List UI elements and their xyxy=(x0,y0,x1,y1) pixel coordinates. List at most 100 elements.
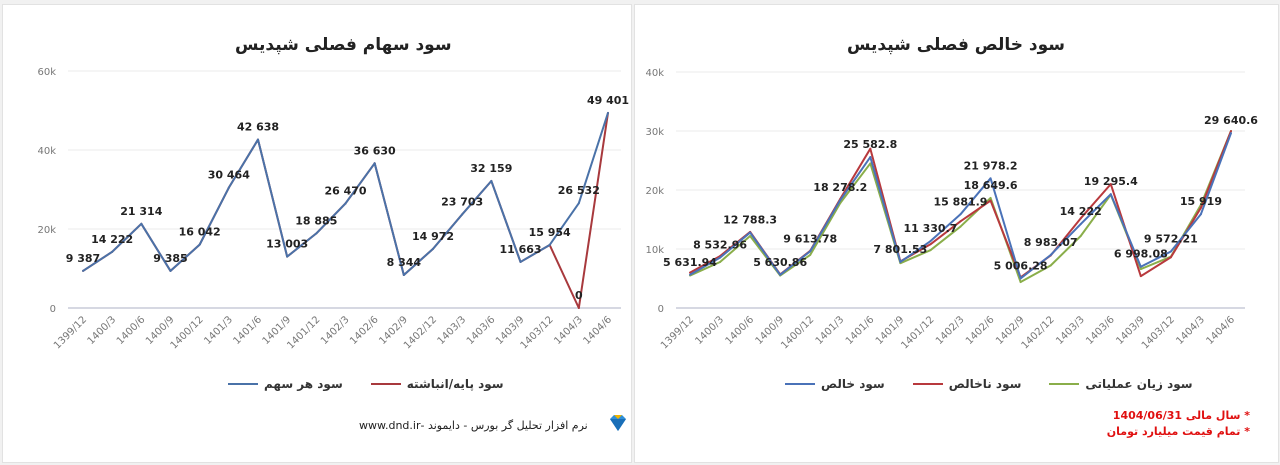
data-label: 9 572.21 xyxy=(1144,233,1198,246)
data-point xyxy=(461,213,464,216)
data-point xyxy=(779,273,782,276)
note-units: * تمام قیمت میلیارد تومان xyxy=(1106,425,1250,438)
legend-swatch xyxy=(228,383,258,385)
x-tick-label: 1402/3 xyxy=(934,314,967,347)
legend-label: سود پایه/انباشته xyxy=(406,377,504,391)
data-point xyxy=(1139,268,1142,271)
data-label: 26 532 xyxy=(558,184,600,197)
data-point xyxy=(490,179,493,182)
data-point xyxy=(989,177,992,180)
legend-swatch xyxy=(785,383,815,385)
x-tick-label: 1399/12 xyxy=(52,314,89,351)
data-point xyxy=(519,260,522,263)
data-point xyxy=(607,111,609,114)
legend-label: سود زیان عملیاتی xyxy=(1085,377,1193,391)
data-point xyxy=(198,243,201,246)
x-tick-label: 1403/3 xyxy=(1054,314,1087,347)
data-label: 14 222 xyxy=(1060,205,1102,218)
data-point xyxy=(344,202,347,205)
data-label: 5 006.28 xyxy=(994,259,1048,272)
net-profit-chart-panel: 0 10k 20k 30k 40k 1399/12 1400/3 1400/6 1400/9 14… xyxy=(634,4,1279,463)
data-point xyxy=(432,247,434,250)
data-point xyxy=(899,260,902,263)
legend-swatch xyxy=(912,383,943,385)
legend-item-gross[interactable]: سود ناخالص xyxy=(912,377,1021,391)
legend-label: سود هر سهم xyxy=(264,377,343,391)
data-point xyxy=(1109,183,1112,186)
data-label: 0 xyxy=(575,289,583,302)
data-label: 9 387 xyxy=(66,252,100,265)
data-point xyxy=(111,250,114,253)
eps-chart-panel: 0 20k 40k 60k 1399/12 1400/3 1400/6 1400/9 1400/… xyxy=(2,4,632,463)
x-tick-label: 1404/6 xyxy=(581,314,614,347)
legend-item-operating[interactable]: سود زیان عملیاتی xyxy=(1049,377,1193,391)
x-tick-label: 1402/12 xyxy=(1020,314,1057,351)
data-label: 5 630.86 xyxy=(753,256,807,269)
data-point xyxy=(1019,277,1022,280)
data-point xyxy=(929,243,932,246)
y-tick-label: 20k xyxy=(645,186,664,197)
data-label: 19 295.4 xyxy=(1084,175,1138,188)
data-point xyxy=(809,253,812,256)
data-point xyxy=(989,196,992,199)
data-point xyxy=(1199,206,1202,209)
legend-item-net[interactable]: سود خالص xyxy=(785,377,885,391)
data-label: 36 630 xyxy=(354,144,396,157)
data-label: 9 385 xyxy=(153,252,187,265)
data-label: 26 470 xyxy=(324,184,366,197)
data-point xyxy=(1079,223,1082,226)
diamond-icon xyxy=(610,415,626,431)
data-point xyxy=(869,147,872,150)
data-point xyxy=(140,222,143,225)
data-label: 42 638 xyxy=(237,121,279,134)
x-tick-label: 1400/12 xyxy=(779,314,816,351)
y-tick-label: 0 xyxy=(50,304,56,315)
data-point xyxy=(402,274,405,277)
legend-label: سود خالص xyxy=(821,377,885,391)
data-label: 14 972 xyxy=(412,230,454,243)
x-tick-label: 1403/12 xyxy=(1140,314,1177,351)
data-point xyxy=(1230,130,1232,132)
y-tick-label: 0 xyxy=(658,304,664,315)
x-tick-label: 1404/6 xyxy=(1204,314,1237,347)
chart-title: سود سهام فصلی شپدیس xyxy=(235,35,452,55)
data-label: 8 344 xyxy=(387,256,422,269)
x-tick-label: 1400/6 xyxy=(115,314,148,347)
data-label: 23 703 xyxy=(441,195,483,208)
legend-item-eps[interactable]: سود هر سهم xyxy=(228,377,343,391)
data-point xyxy=(959,213,962,216)
eps-chart: 020k40k60k1399/121400/31400/61400/91400/… xyxy=(37,67,629,351)
data-label: 29 640.6 xyxy=(1204,114,1258,127)
x-tick-label: 1403/3 xyxy=(436,314,469,347)
data-label: 7 801.53 xyxy=(873,243,927,256)
y-tick-label: 40k xyxy=(645,68,664,79)
data-label: 14 222 xyxy=(91,233,133,246)
data-label: 30 464 xyxy=(208,169,250,182)
data-point xyxy=(1079,217,1082,220)
x-tick-label: 1401/3 xyxy=(202,314,235,347)
y-tick-label: 60k xyxy=(37,67,56,78)
legend-item-accumulated[interactable]: سود پایه/انباشته xyxy=(370,377,504,391)
data-label: 13 003 xyxy=(266,238,308,251)
data-point xyxy=(257,138,259,141)
data-point xyxy=(719,256,722,259)
x-tick-label: 1401/6 xyxy=(844,314,877,347)
data-label: 21 978.2 xyxy=(964,159,1018,172)
data-point xyxy=(286,255,289,258)
data-label: 18 649.6 xyxy=(964,179,1018,192)
x-tick-label: 1399/12 xyxy=(659,314,696,351)
data-point xyxy=(1049,253,1052,256)
x-tick-label: 1400/6 xyxy=(724,314,757,347)
data-point xyxy=(1019,281,1022,284)
x-tick-label: 1403/6 xyxy=(1084,314,1117,347)
y-tick-label: 40k xyxy=(37,146,56,157)
data-label: 16 042 xyxy=(179,226,221,239)
data-label: 15 919 xyxy=(1180,195,1222,208)
data-label: 18 278.2 xyxy=(813,181,867,194)
data-point xyxy=(315,232,318,235)
data-point xyxy=(749,235,752,238)
legend: سود زیان عملیاتی سود ناخالص سود خالص xyxy=(785,377,1193,391)
data-label: 5 631.94 xyxy=(663,256,717,269)
data-label: 15 954 xyxy=(529,226,571,239)
data-point xyxy=(82,269,84,272)
